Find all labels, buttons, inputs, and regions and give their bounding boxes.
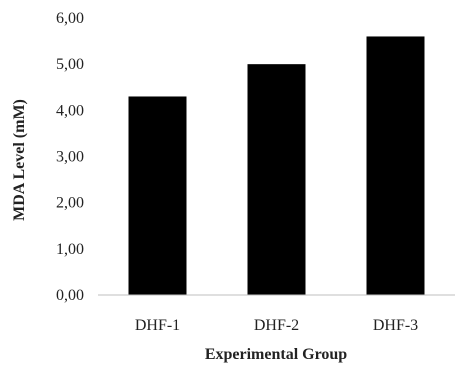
x-tick-label: DHF-3 xyxy=(373,317,418,334)
bar-dhf-3 xyxy=(366,36,425,295)
x-tick-labels: DHF-1 DHF-2 DHF-3 xyxy=(135,317,418,334)
y-tick-label: 5,00 xyxy=(56,56,84,73)
y-axis-title: MDA Level (mM) xyxy=(11,99,28,221)
bars xyxy=(128,36,425,296)
y-tick-label: 1,00 xyxy=(56,241,84,258)
bar-dhf-1 xyxy=(128,96,187,295)
x-tick-label: DHF-1 xyxy=(135,317,180,334)
y-tick-labels: 0,00 1,00 2,00 3,00 4,00 5,00 6,00 xyxy=(56,10,84,304)
y-tick-label: 3,00 xyxy=(56,149,84,166)
y-tick-label: 0,00 xyxy=(56,287,84,304)
y-tick-label: 2,00 xyxy=(56,195,84,212)
y-tick-label: 4,00 xyxy=(56,102,84,119)
bar-dhf-2 xyxy=(247,64,306,296)
y-tick-label: 6,00 xyxy=(56,10,84,27)
x-axis-title: Experimental Group xyxy=(205,346,347,363)
x-tick-label: DHF-2 xyxy=(254,317,299,334)
